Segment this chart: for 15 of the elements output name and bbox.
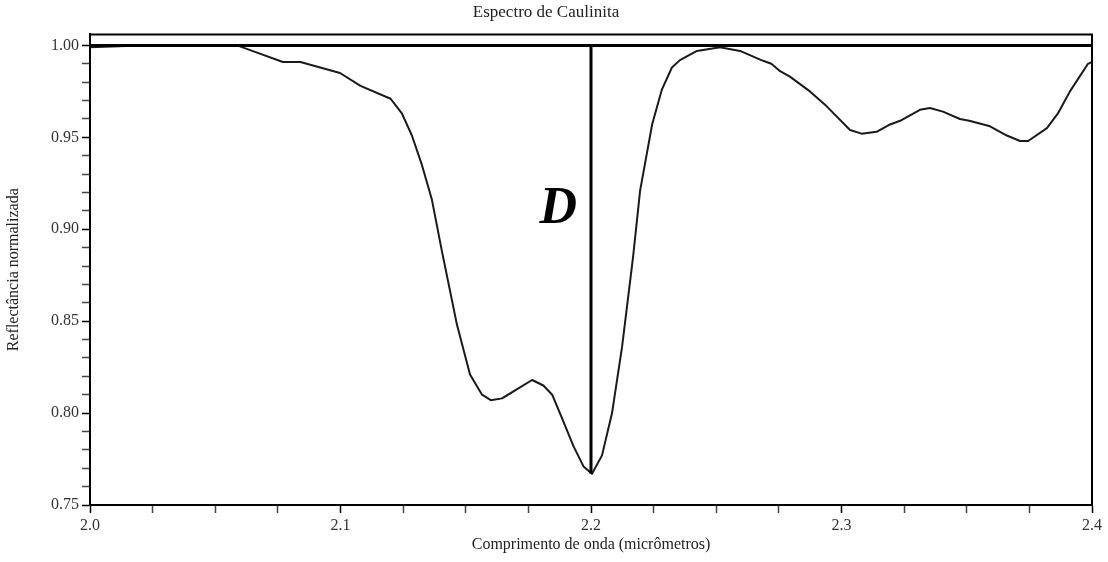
y-tick-label: 0.90	[51, 219, 79, 237]
chart-title: Espectro de Caulinita	[472, 1, 620, 21]
y-tick-label: 0.80	[51, 403, 79, 421]
y-tick-label: 0.75	[51, 495, 79, 513]
ref-line-label: D	[538, 177, 577, 235]
y-tick-label: 1.00	[51, 35, 79, 53]
x-tick-label: 2.3	[831, 515, 852, 533]
y-axis-title: Reflectância normalizada	[3, 188, 21, 352]
x-axis-title: Comprimento de onda (micrômetros)	[471, 534, 711, 553]
x-tick-label: 2.2	[581, 515, 601, 533]
x-tick-label: 2.4	[1082, 515, 1102, 533]
x-tick-label: 2.1	[330, 515, 351, 533]
y-tick-label: 0.95	[51, 127, 79, 145]
y-tick-label: 0.85	[51, 311, 79, 329]
x-tick-label: 2.0	[80, 515, 100, 533]
